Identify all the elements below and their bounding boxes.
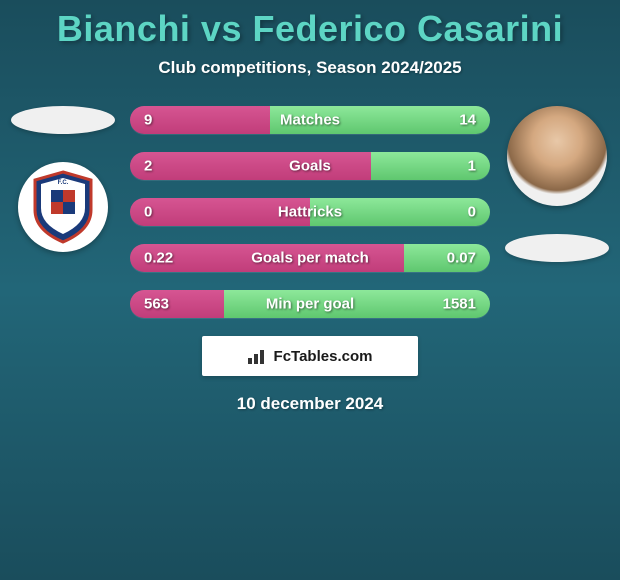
stat-label: Matches: [280, 112, 340, 129]
stat-bar: 9 14 Matches: [130, 106, 490, 134]
crotone-badge-icon: F.C.: [31, 170, 95, 244]
stat-right-value: 14: [459, 112, 476, 129]
stats-column: 9 14 Matches 2 1 Goals 0 0 Hattricks 0.22 0.07 Goal…: [118, 106, 502, 318]
stat-bar: 0 0 Hattricks: [130, 198, 490, 226]
stat-right-value: 1: [468, 158, 476, 175]
bar-chart-icon: [248, 348, 268, 364]
stat-right-value: 1581: [443, 296, 476, 313]
main-row: F.C. 9 14 Matches 2 1 Goals 0 0 Hattricks 0.22 0.0…: [0, 106, 620, 318]
right-player-col: [502, 106, 612, 262]
right-player-avatar: [507, 106, 607, 206]
page-title: Bianchi vs Federico Casarini: [0, 8, 620, 50]
branding-badge[interactable]: FcTables.com: [202, 336, 418, 376]
stat-label: Goals: [289, 158, 331, 175]
branding-text: FcTables.com: [274, 348, 373, 365]
stat-left-value: 563: [144, 296, 169, 313]
stat-left-value: 0: [144, 204, 152, 221]
subtitle: Club competitions, Season 2024/2025: [0, 58, 620, 78]
bar-left-segment: [130, 152, 371, 180]
stat-bar: 0.22 0.07 Goals per match: [130, 244, 490, 272]
comparison-card: Bianchi vs Federico Casarini Club compet…: [0, 0, 620, 414]
stat-label: Goals per match: [251, 250, 369, 267]
stat-right-value: 0: [468, 204, 476, 221]
stat-label: Min per goal: [266, 296, 354, 313]
stat-left-value: 0.22: [144, 250, 173, 267]
left-club-badge: F.C.: [18, 162, 108, 252]
stat-left-value: 2: [144, 158, 152, 175]
stat-left-value: 9: [144, 112, 152, 129]
left-player-avatar-placeholder: [11, 106, 115, 134]
stat-right-value: 0.07: [447, 250, 476, 267]
left-player-col: F.C.: [8, 106, 118, 252]
stat-bar: 563 1581 Min per goal: [130, 290, 490, 318]
right-club-badge-placeholder: [505, 234, 609, 262]
stat-label: Hattricks: [278, 204, 342, 221]
stat-bar: 2 1 Goals: [130, 152, 490, 180]
date-line: 10 december 2024: [0, 394, 620, 414]
svg-text:F.C.: F.C.: [58, 180, 69, 186]
